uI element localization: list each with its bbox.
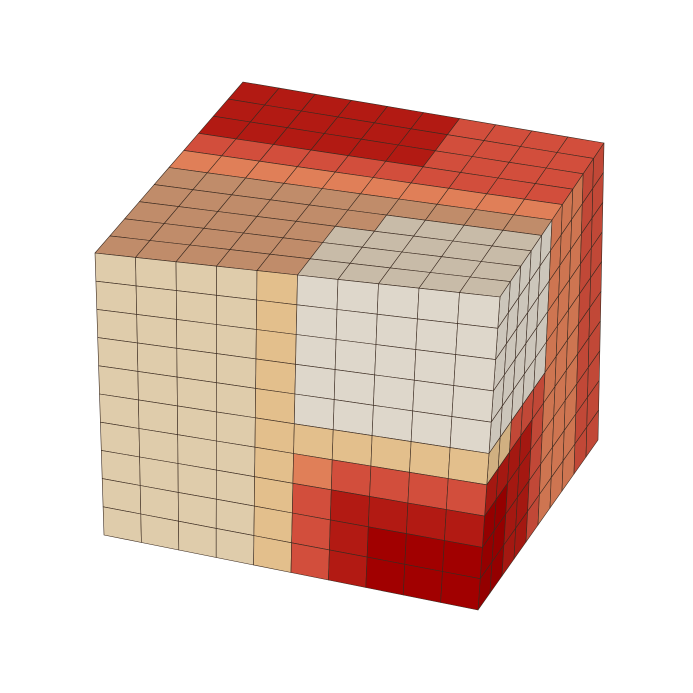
front-voxel — [413, 349, 457, 386]
front-voxel — [175, 261, 217, 296]
front-voxel — [176, 347, 217, 384]
front-voxel — [176, 319, 217, 354]
front-voxel — [457, 292, 501, 329]
front-voxel — [455, 323, 499, 360]
front-voxel — [295, 334, 337, 370]
front-voxel — [216, 294, 258, 330]
front-voxel — [409, 441, 451, 479]
front-voxel — [293, 393, 335, 431]
cube-right-face — [477, 142, 605, 611]
front-voxel — [334, 339, 377, 376]
front-voxel — [335, 309, 378, 345]
front-voxel — [415, 318, 458, 355]
front-voxel — [136, 314, 178, 349]
front-voxel — [412, 379, 455, 417]
front-voxel — [256, 270, 298, 306]
front-voxel — [216, 353, 257, 389]
front-voxel — [95, 280, 137, 315]
front-voxel — [295, 304, 338, 340]
front-voxel — [135, 285, 177, 320]
front-voxel — [216, 324, 257, 360]
front-voxel — [453, 354, 496, 392]
front-voxel — [135, 257, 177, 291]
front-voxel — [410, 410, 453, 448]
front-voxel — [255, 358, 296, 395]
right-voxel — [585, 409, 599, 458]
front-voxel — [255, 299, 298, 335]
front-voxel — [376, 283, 420, 320]
front-voxel — [96, 309, 138, 344]
front-voxel — [296, 274, 339, 310]
front-voxel — [375, 313, 418, 350]
front-voxel — [176, 290, 217, 325]
front-voxel — [451, 385, 494, 423]
front-voxel — [255, 329, 297, 365]
front-voxel — [332, 399, 374, 436]
front-voxel — [440, 571, 481, 611]
front-voxel — [216, 265, 258, 301]
front-voxel — [294, 363, 336, 400]
front-voxel — [333, 369, 376, 406]
front-voxel — [94, 252, 137, 287]
cube-front-face — [94, 252, 501, 611]
front-voxel — [336, 279, 379, 315]
voxel-cube — [94, 81, 605, 611]
front-voxel — [373, 374, 415, 412]
front-voxel — [374, 344, 417, 381]
front-voxel — [449, 416, 492, 454]
front-voxel — [417, 287, 460, 324]
cube-top-face — [94, 81, 605, 298]
front-voxel — [371, 404, 414, 442]
